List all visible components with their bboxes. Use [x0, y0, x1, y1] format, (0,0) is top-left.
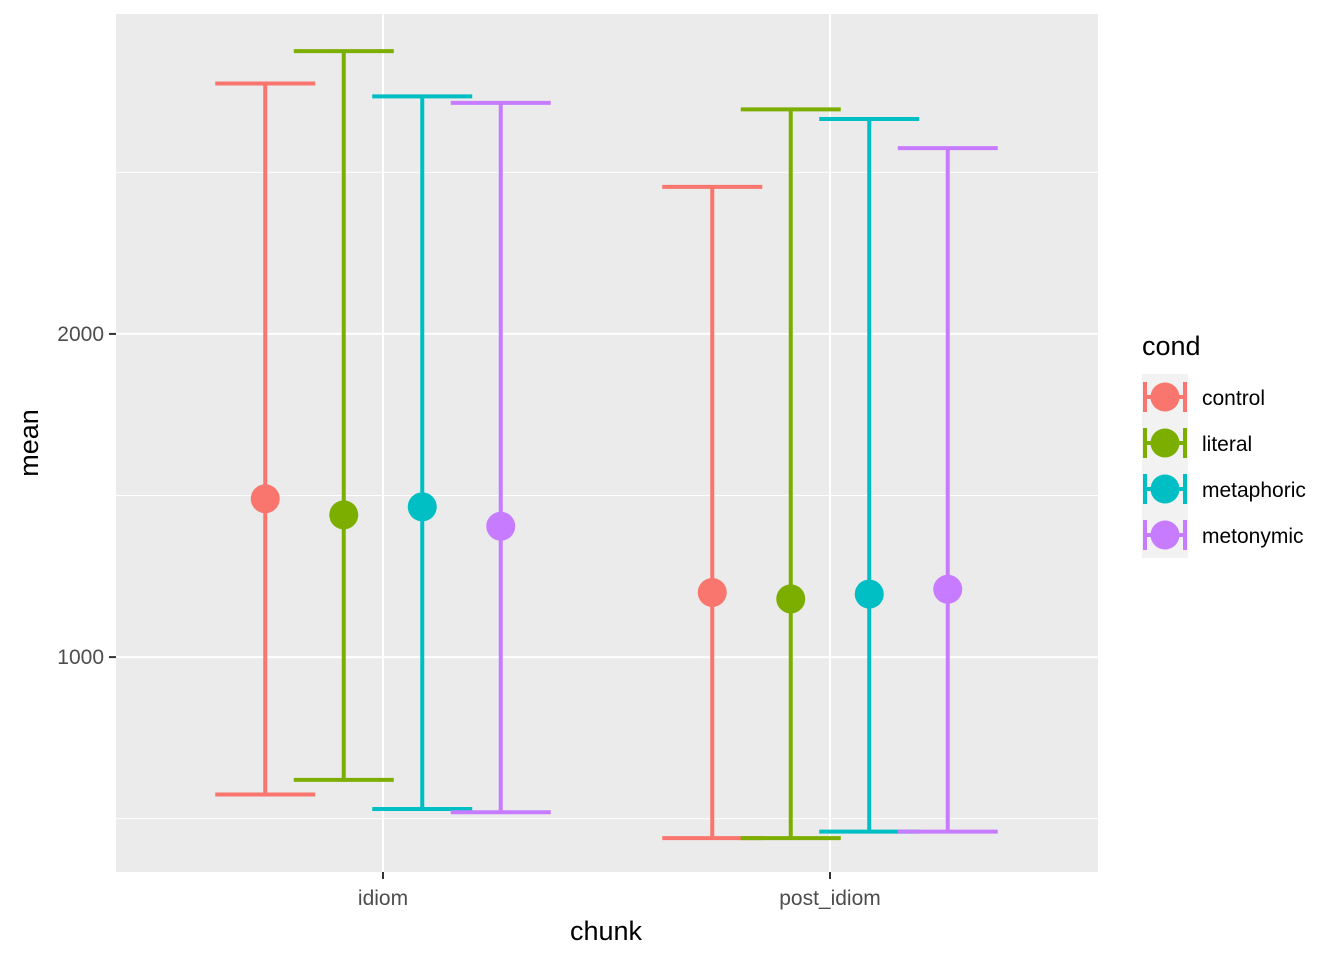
legend-key-point [1150, 520, 1180, 550]
errorbar-control-idiom [215, 81, 316, 797]
x-axis: idiom post_idiom [358, 872, 881, 910]
mean-point-control-idiom [250, 484, 280, 514]
legend-title: cond [1142, 331, 1201, 361]
legend-item-control: control [1142, 374, 1265, 420]
legend-key-point [1150, 382, 1180, 412]
errorbar-metaphoric-idiom [372, 94, 473, 811]
legend-label: literal [1202, 433, 1252, 456]
errorbar-literal-idiom [293, 49, 394, 782]
errorbar-metonymic-idiom [450, 100, 551, 815]
y-axis-title: mean [14, 409, 44, 477]
mean-point-metaphoric-post_idiom [854, 579, 884, 609]
legend-item-metaphoric: metaphoric [1142, 466, 1306, 512]
legend-key-point [1150, 474, 1180, 504]
mean-point-metonymic-post_idiom [933, 574, 963, 604]
legend: cond control literal metaphoric metonymic [1142, 331, 1306, 558]
legend-label: control [1202, 387, 1265, 410]
legend-item-metonymic: metonymic [1142, 512, 1304, 558]
mean-point-literal-post_idiom [776, 584, 806, 614]
x-axis-title: chunk [570, 916, 643, 946]
legend-key-point [1150, 428, 1180, 458]
mean-point-metaphoric-idiom [407, 492, 437, 522]
x-tick-label: post_idiom [779, 887, 881, 910]
data-marks [215, 49, 998, 841]
errorbar-literal-post_idiom [740, 107, 841, 841]
legend-label: metonymic [1202, 525, 1304, 548]
major-gridlines [116, 14, 1098, 872]
y-axis: 1000 2000 [57, 323, 116, 669]
mean-point-metonymic-idiom [486, 511, 516, 541]
legend-item-literal: literal [1142, 420, 1252, 466]
mean-point-control-post_idiom [697, 577, 727, 607]
x-tick-label: idiom [358, 887, 408, 910]
plot-panel [116, 14, 1098, 872]
errorbar-metonymic-post_idiom [897, 146, 998, 834]
errorbar-metaphoric-post_idiom [819, 117, 920, 834]
y-tick-label: 2000 [57, 323, 104, 346]
minor-gridlines [116, 171, 1098, 820]
legend-label: metaphoric [1202, 479, 1306, 502]
y-tick-label: 1000 [57, 646, 104, 669]
mean-point-literal-idiom [329, 500, 359, 530]
